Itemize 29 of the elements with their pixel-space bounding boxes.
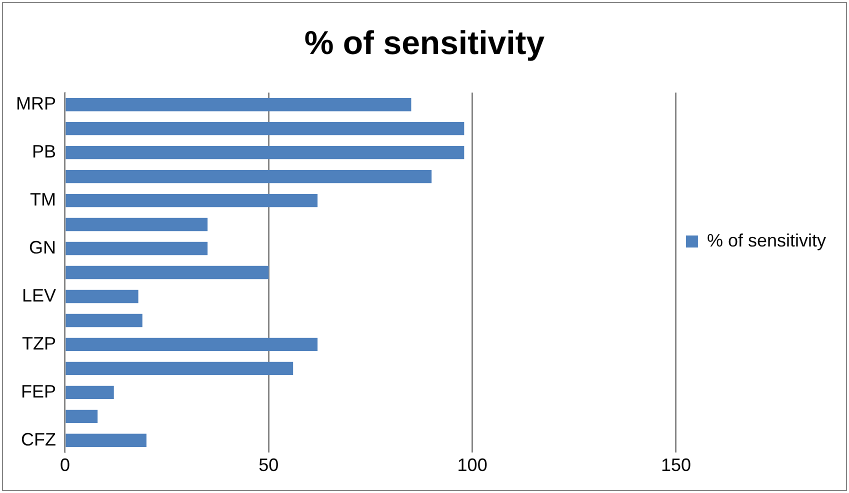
y-tick-label: LEV	[22, 285, 56, 306]
bar	[66, 290, 138, 304]
bar	[66, 338, 318, 352]
bar	[66, 242, 208, 256]
y-tick-label: TZP	[22, 333, 56, 354]
bar	[66, 314, 142, 328]
y-tick-label: CFZ	[21, 429, 56, 450]
bar	[66, 170, 432, 184]
legend-label: % of sensitivity	[706, 230, 826, 250]
bar	[66, 410, 98, 424]
x-tick-label: 50	[258, 455, 279, 476]
bar	[66, 266, 269, 280]
bar	[66, 122, 464, 136]
y-tick-label: MRP	[16, 94, 56, 114]
chart-title: % of sensitivity	[304, 24, 546, 61]
y-tick-label: TM	[30, 190, 56, 210]
x-tick-label: 100	[457, 455, 488, 476]
y-tick-label: PB	[32, 142, 56, 162]
bar	[66, 218, 208, 232]
bar	[66, 362, 294, 376]
y-tick-label: FEP	[20, 381, 56, 402]
bar	[66, 98, 412, 112]
bar	[66, 194, 318, 208]
x-tick-label: 150	[660, 455, 691, 476]
y-tick-label: GN	[29, 237, 56, 258]
bar	[66, 146, 464, 160]
bar	[66, 434, 146, 448]
x-tick-label: 0	[60, 455, 70, 476]
bar	[66, 386, 114, 400]
